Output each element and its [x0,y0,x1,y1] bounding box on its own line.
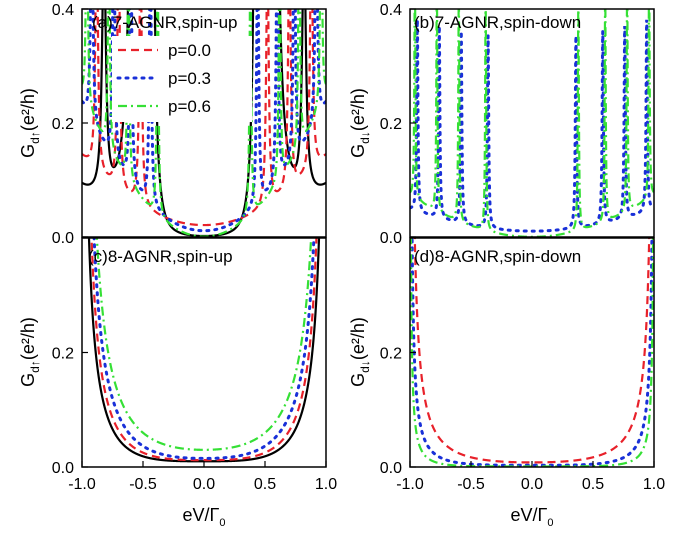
panel-b-curve-p6 [410,9,654,237]
legend-label-p0: p=0.0 [168,41,211,60]
panel-a-curve-p3 [82,9,326,233]
panel-b-ylabel: Gd↓(e²/h) [348,88,372,158]
panel-d-xlabel: eV/Γ0 [510,505,553,529]
ytick-label: 0.0 [52,460,74,477]
legend: p=0.0 p=0.3 p=0.6 [112,36,252,122]
panel-d-curve-p0 [413,238,651,464]
panel-c-ticks: 0.0 0.2 -1.0 -0.5 0.0 0.5 1.0 [52,346,337,494]
xtick-label: -1.0 [396,476,424,493]
panel-a-ylabel: Gd↑(e²/h) [18,88,42,158]
panel-d-frame [409,237,655,468]
ytick-label: 0.2 [380,116,402,133]
panel-b-title: (b)7-AGNR,spin-down [414,13,581,32]
panel-d-title: (d)8-AGNR,spin-down [414,247,581,266]
xtick-label: 0.5 [582,476,604,493]
legend-label-p6: p=0.6 [168,97,211,116]
xtick-label: 0.0 [521,476,543,493]
legend-label-p3: p=0.3 [168,69,211,88]
panel-d-ylabel: Gd↓(e²/h) [348,317,372,387]
panel-d-ticks: 0.0 0.2 -1.0 -0.5 0.0 0.5 1.0 [380,346,665,494]
panel-d-curves [410,238,654,467]
panel-c-ylabel: Gd↑(e²/h) [18,317,42,387]
panel-b-curves [410,9,654,237]
panel-c-xlabel: eV/Γ0 [182,505,225,529]
panel-c-curve-p6 [95,238,313,451]
xtick-label: -0.5 [457,476,485,493]
xtick-label: 0.5 [254,476,276,493]
panel-a-title: (a)7-AGNR,spin-up [92,13,238,32]
panel-b-curve-p3 [410,19,654,233]
panel-d-curve-p6 [410,238,654,467]
svg-text:Gd↑(e²/h): Gd↑(e²/h) [18,317,42,387]
ytick-label: 0.4 [380,2,402,19]
svg-text:Gd↓(e²/h): Gd↓(e²/h) [348,88,372,158]
panel-c-frame [81,237,327,468]
xtick-label: -1.0 [68,476,96,493]
ytick-label: 0.0 [52,230,74,247]
ytick-label: 0.0 [380,460,402,477]
panel-a: (a)7-AGNR,spin-up 0.0 0.2 0.4 Gd↑(e²/h) [18,2,327,247]
panel-b-frame [409,8,655,238]
ytick-label: 0.4 [52,2,74,19]
ytick-label: 0.0 [380,230,402,247]
panel-c-curve-p0 [90,238,318,462]
panel-b-ticks: 0.0 0.2 0.4 [380,2,416,247]
panel-c-title: (c)8-AGNR,spin-up [88,247,233,266]
panel-c-curve-p3 [92,238,316,460]
panel-b: (b)7-AGNR,spin-down 0.0 0.2 0.4 Gd↓(e²/h) [348,2,655,247]
xtick-label: 0.0 [193,476,215,493]
ytick-label: 0.2 [380,346,402,363]
ytick-label: 0.2 [52,346,74,363]
panel-d-curve-p3 [410,238,654,467]
panel-d: (d)8-AGNR,spin-down 0.0 0.2 -1.0 -0.5 0.0 0.5… [348,237,665,529]
xtick-label: 1.0 [643,476,665,493]
svg-text:Gd↑(e²/h): Gd↑(e²/h) [18,88,42,158]
svg-text:Gd↓(e²/h): Gd↓(e²/h) [348,317,372,387]
xtick-label: -0.5 [129,476,157,493]
panel-c: (c)8-AGNR,spin-up 0.0 0.2 -1.0 -0.5 0.0 0.5 1.… [18,237,337,529]
panel-a-ticks: 0.0 0.2 0.4 [52,2,88,247]
ytick-label: 0.2 [52,116,74,133]
xtick-label: 1.0 [315,476,337,493]
